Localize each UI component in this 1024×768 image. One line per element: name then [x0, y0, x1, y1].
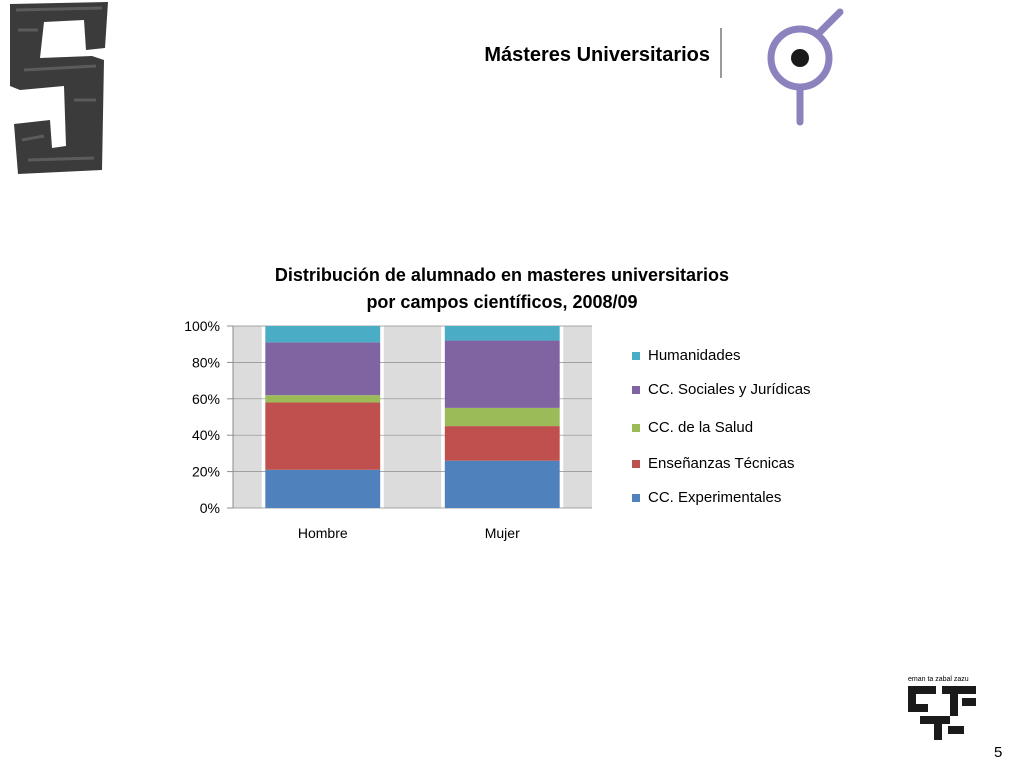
bar-segment: [444, 340, 560, 408]
legend-swatch: [632, 424, 640, 432]
page-number: 5: [994, 744, 1003, 761]
y-tick-label: 0%: [200, 500, 220, 516]
bar-segment: [265, 326, 381, 343]
x-category-label: Hombre: [298, 525, 348, 541]
y-tick-label: 60%: [192, 391, 220, 407]
stacked-bar-chart: 0% 20% 40% 60% 80% 100% Hombre Mujer: [184, 318, 592, 541]
legend-label: Humanidades: [648, 347, 741, 364]
legend-label: CC. Sociales y Jurídicas: [648, 381, 811, 398]
legend-swatch: [632, 352, 640, 360]
title-divider: [720, 28, 722, 78]
legend-label: CC. Experimentales: [648, 489, 782, 506]
circle-dot-symbol-icon: [767, 8, 844, 126]
university-motto: eman ta zabal zazu: [908, 676, 969, 683]
y-tick-label: 100%: [184, 318, 220, 334]
x-category-label: Mujer: [485, 525, 520, 541]
bar-segment: [444, 426, 560, 461]
y-tick-label: 80%: [192, 354, 220, 370]
y-tick-label: 20%: [192, 464, 220, 480]
university-tree-logo-icon: [908, 686, 976, 740]
bar-segment: [265, 395, 381, 403]
chart-title: Distribución de alumnado en masteres uni…: [210, 262, 794, 316]
chart-title-line-1: Distribución de alumnado en masteres uni…: [274, 265, 730, 285]
legend-label: Enseñanzas Técnicas: [648, 455, 795, 472]
legend-swatch: [632, 494, 640, 502]
legend-swatch: [632, 460, 640, 468]
bar-segment: [444, 460, 560, 508]
chart-title-line-2: por campos científicos, 2008/09: [366, 292, 638, 312]
bar-segment: [265, 342, 381, 396]
legend-label: CC. de la Salud: [648, 419, 754, 436]
bar-segment: [444, 326, 560, 341]
bar-segment: [444, 407, 560, 427]
slide-title: Másteres Universitarios: [484, 44, 710, 66]
legend-swatch: [632, 386, 640, 394]
brush-stroke-logo-icon: [10, 2, 108, 174]
bar-segment: [265, 469, 381, 508]
y-tick-label: 40%: [192, 427, 220, 443]
bar-segment: [265, 402, 381, 470]
